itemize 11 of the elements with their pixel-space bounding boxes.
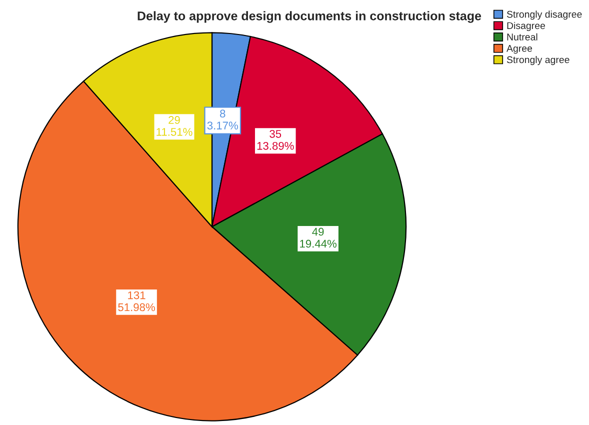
legend-label: Nutreal <box>507 33 538 40</box>
data-label: 29 11.51% <box>156 116 192 136</box>
chart-title: Delay to approve design documents in construction stage <box>138 11 482 23</box>
data-label: 49 19.44% <box>300 228 337 248</box>
data-label: 131 51.98% <box>118 291 155 312</box>
data-label: 35 13.89% <box>257 130 294 150</box>
legend-label: Disagree <box>507 22 545 32</box>
data-label: 8 3.17% <box>207 110 238 130</box>
legend-label: Strongly disagree <box>506 10 582 20</box>
legend-label: Strongly agree <box>506 56 570 66</box>
legend-label: Agree <box>506 45 532 54</box>
